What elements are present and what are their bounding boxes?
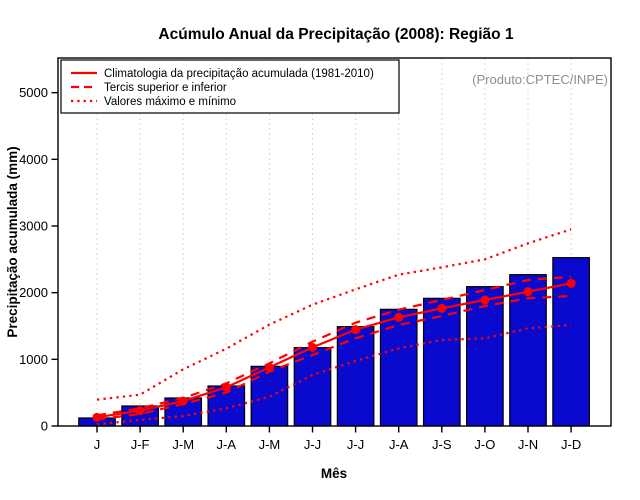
series-line-dotted [96, 323, 572, 426]
bar [466, 286, 504, 427]
bar [379, 308, 418, 427]
x-tick-label: J-A [389, 437, 409, 452]
x-tick-label: J-N [518, 437, 538, 452]
bar [422, 297, 461, 427]
series-line-dashed [96, 275, 572, 417]
y-tick-label: 4000 [19, 152, 48, 167]
y-tick-label: 1000 [19, 352, 48, 367]
climatology-marker [351, 325, 361, 335]
legend-label-climatologia: Climatologia da precipitação acumulada (… [104, 68, 374, 80]
x-tick-label: J-O [474, 437, 495, 452]
climatology-marker [523, 287, 533, 297]
plot-border [57, 57, 612, 427]
chart-title: Acúmulo Anual da Precipitação (2008): Re… [158, 26, 514, 43]
series-line-dotted [96, 228, 572, 401]
watermark-produto: (Produto:CPTEC/INPE) [472, 72, 608, 87]
x-tick-label: J-J [304, 437, 321, 452]
climatology-marker [566, 278, 576, 288]
bar [250, 365, 289, 427]
legend-label-max-min: Valores máximo e mínimo [104, 96, 236, 108]
x-tick-label: J-S [432, 437, 452, 452]
y-tick-label: 5000 [19, 85, 48, 100]
climatology-marker [135, 406, 145, 416]
axes-layer: 0 1000 2000 3000 4000 5000 J J-F J-M J-A J-M J-J J-J… [19, 85, 581, 452]
x-tick-label: J-A [217, 437, 237, 452]
y-axis-title: Precipitação acumulada (mm) [5, 146, 20, 337]
legend-label-tercis: Tercis superior e inferior [104, 82, 227, 94]
climatology-marker [394, 312, 404, 322]
x-tick-label: J-M [259, 437, 281, 452]
x-tick-label: J [94, 437, 101, 452]
x-tick-label: J-J [347, 437, 364, 452]
legend-item-climatologia: Climatologia da precipitação acumulada (… [71, 68, 374, 80]
series-line-solid [96, 282, 572, 419]
legend-item-max-min: Valores máximo e mínimo [71, 96, 236, 108]
climatology-marker [308, 342, 317, 352]
bar [336, 326, 375, 427]
legend-item-tercis: Tercis superior e inferior [71, 82, 227, 94]
x-tick-label: J-M [172, 437, 194, 452]
climatology-marker [480, 295, 490, 305]
x-tick-label: J-F [131, 437, 150, 452]
climatology-marker [437, 303, 447, 313]
legend: Climatologia da precipitação acumulada (… [60, 59, 400, 114]
y-tick-label: 2000 [19, 285, 48, 300]
series-line-dashed [96, 294, 572, 421]
series-lines-layer [92, 228, 576, 426]
x-tick-label: J-D [561, 437, 581, 452]
x-axis-title: Mês [321, 466, 347, 481]
y-tick-label: 3000 [19, 219, 48, 234]
legend-box [60, 59, 400, 114]
y-tick-label: 0 [41, 419, 48, 434]
